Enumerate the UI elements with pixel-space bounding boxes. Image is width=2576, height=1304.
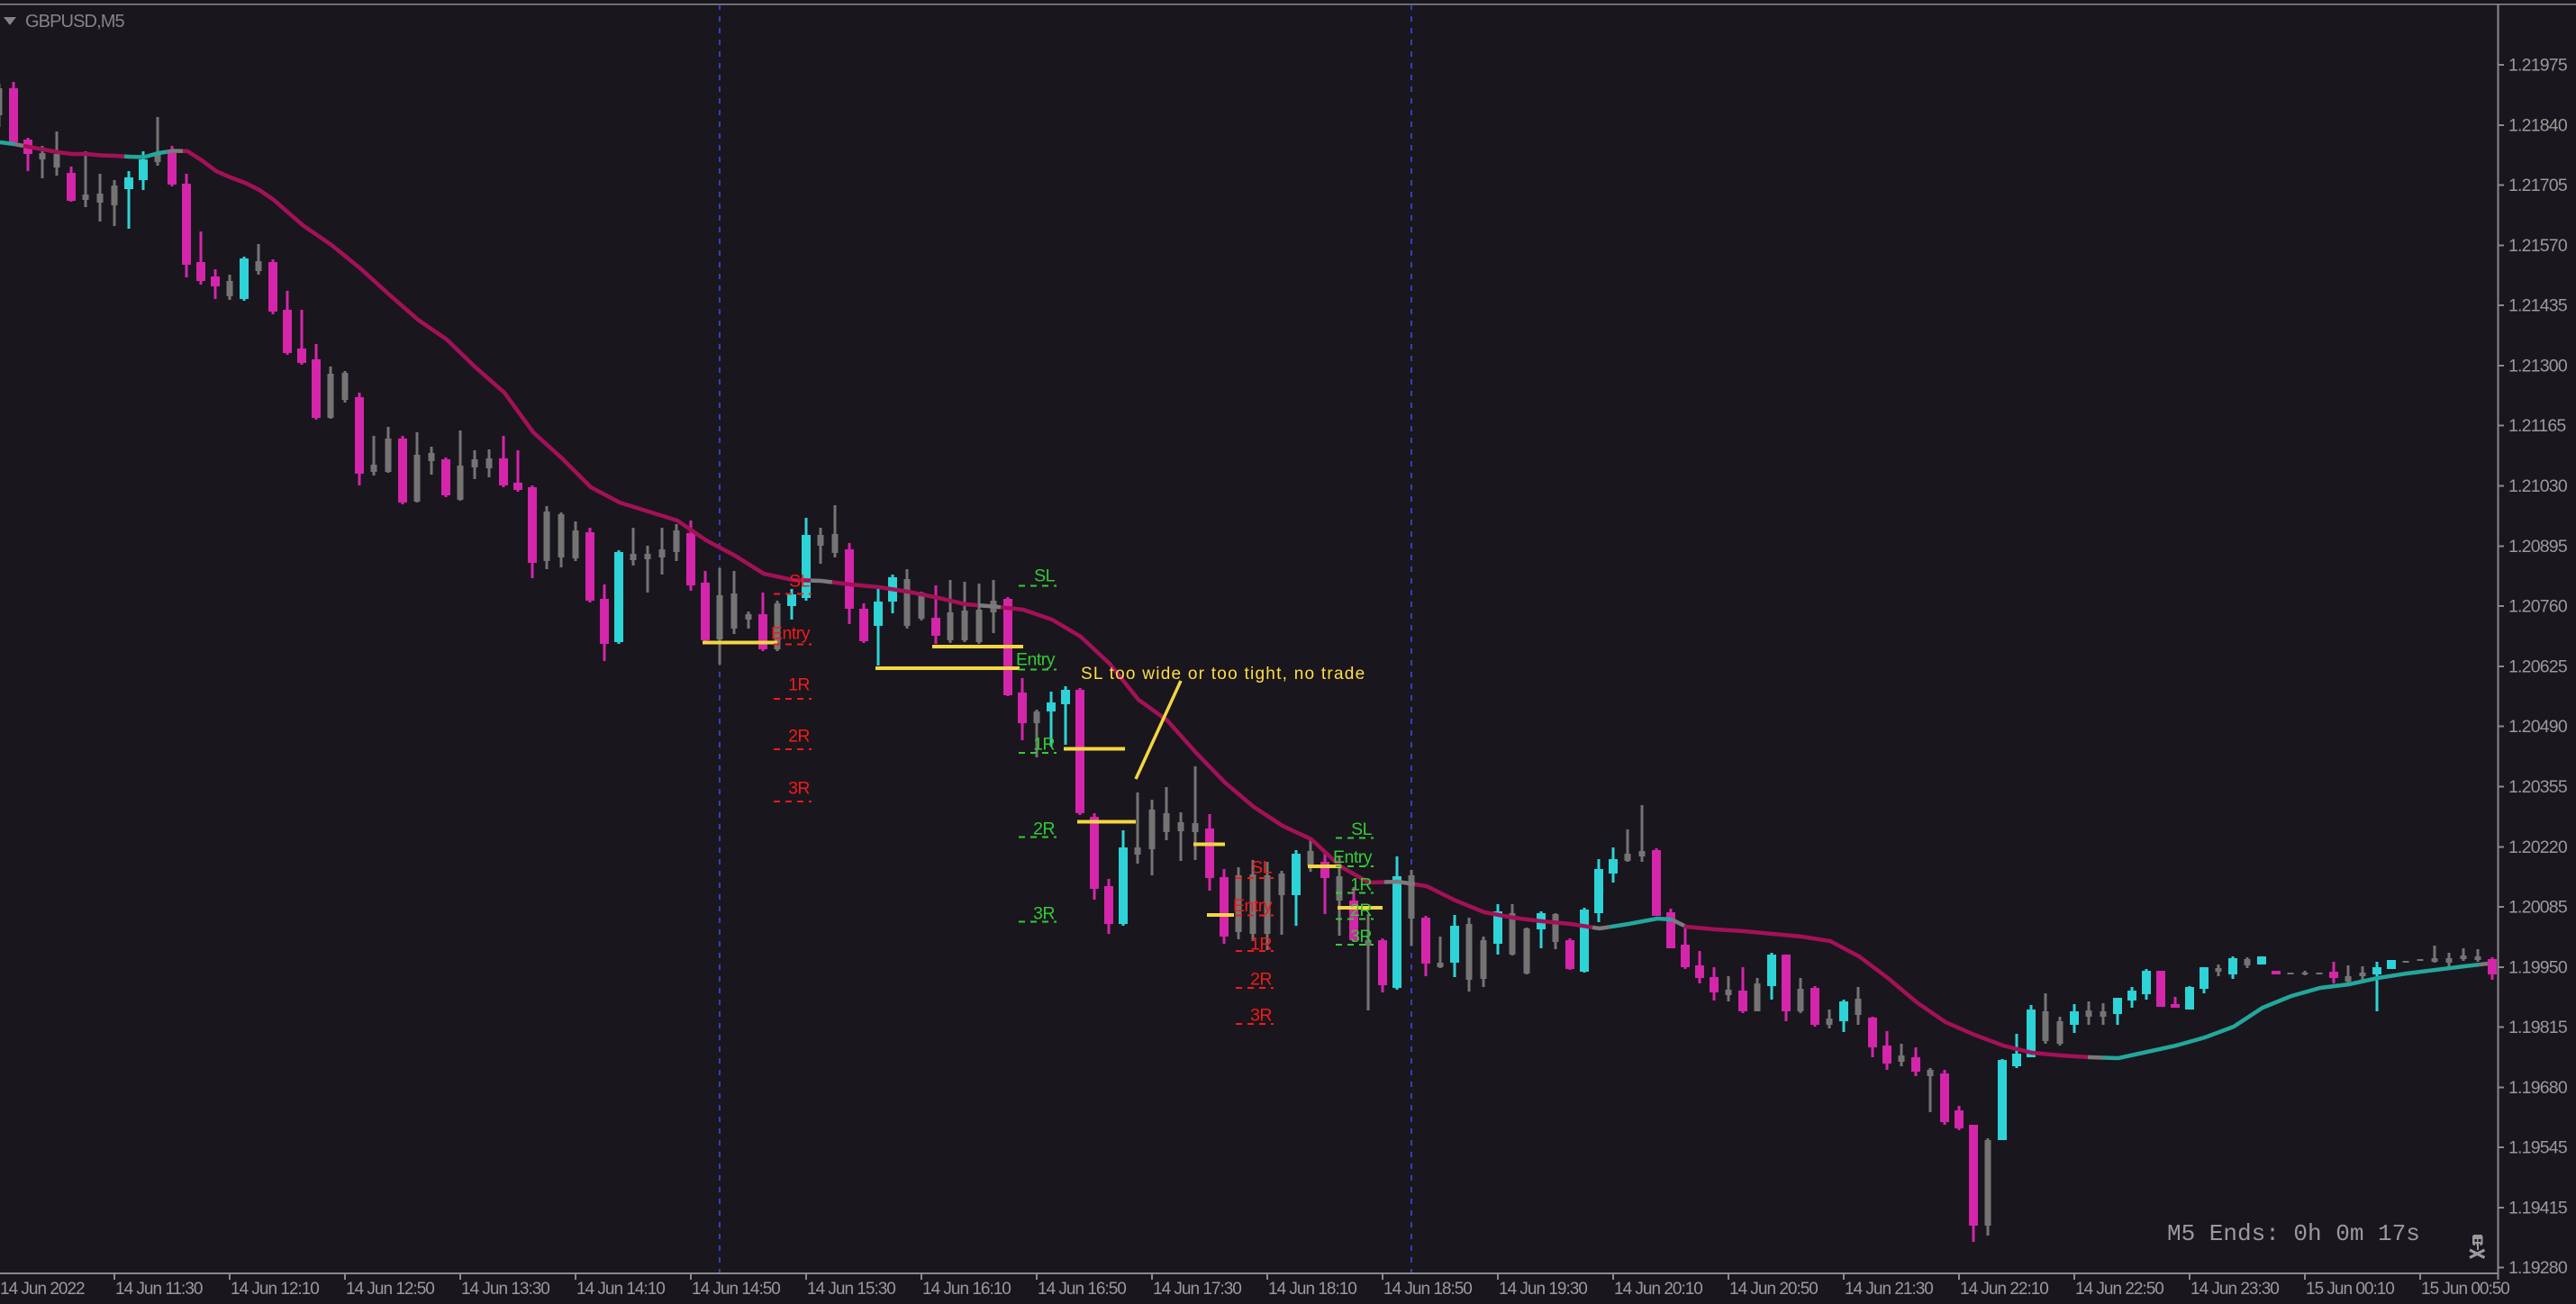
svg-text:2R: 2R xyxy=(788,727,810,747)
svg-text:1.21705: 1.21705 xyxy=(2508,176,2568,195)
svg-text:1.21030: 1.21030 xyxy=(2508,476,2568,496)
svg-text:14 Jun 22:10: 14 Jun 22:10 xyxy=(1960,1280,2048,1299)
svg-text:14 Jun 20:10: 14 Jun 20:10 xyxy=(1614,1280,1702,1299)
svg-text:1.20220: 1.20220 xyxy=(2508,838,2568,857)
svg-text:1.20895: 1.20895 xyxy=(2508,537,2568,557)
svg-text:2R: 2R xyxy=(1033,820,1055,839)
svg-text:1.19680: 1.19680 xyxy=(2508,1078,2568,1098)
svg-text:1.20760: 1.20760 xyxy=(2508,597,2568,617)
svg-text:SL too wide or too tight, no t: SL too wide or too tight, no trade xyxy=(1081,665,1365,684)
svg-text:1.19415: 1.19415 xyxy=(2508,1199,2568,1218)
svg-text:1.20355: 1.20355 xyxy=(2508,777,2568,797)
svg-text:15 Jun 00:10: 15 Jun 00:10 xyxy=(2306,1280,2394,1299)
svg-text:14 Jun 11:30: 14 Jun 11:30 xyxy=(115,1280,203,1299)
svg-text:14 Jun 18:50: 14 Jun 18:50 xyxy=(1383,1280,1472,1299)
svg-text:14 Jun 12:10: 14 Jun 12:10 xyxy=(231,1280,319,1299)
svg-text:Entry: Entry xyxy=(1233,896,1273,916)
svg-text:1R: 1R xyxy=(788,675,810,695)
svg-text:1.19280: 1.19280 xyxy=(2508,1258,2568,1278)
svg-text:2R: 2R xyxy=(1250,970,1272,990)
svg-text:14 Jun 16:10: 14 Jun 16:10 xyxy=(922,1280,1011,1299)
svg-text:1R: 1R xyxy=(1033,735,1055,755)
svg-text:14 Jun 17:30: 14 Jun 17:30 xyxy=(1153,1280,1241,1299)
svg-text:Entry: Entry xyxy=(1016,650,1056,670)
svg-text:14 Jun 12:50: 14 Jun 12:50 xyxy=(346,1280,434,1299)
svg-text:1R: 1R xyxy=(1350,875,1372,895)
svg-text:Entry: Entry xyxy=(771,624,811,644)
svg-text:1.20625: 1.20625 xyxy=(2508,657,2568,677)
svg-text:GBPUSD,M5: GBPUSD,M5 xyxy=(25,12,124,32)
svg-text:1.21165: 1.21165 xyxy=(2508,416,2566,436)
svg-text:14 Jun 22:50: 14 Jun 22:50 xyxy=(2075,1280,2163,1299)
svg-text:14 Jun 19:30: 14 Jun 19:30 xyxy=(1499,1280,1587,1299)
svg-text:SL: SL xyxy=(789,572,811,592)
svg-text:3R: 3R xyxy=(1350,927,1372,946)
svg-text:1.19815: 1.19815 xyxy=(2508,1018,2568,1037)
svg-text:1.21975: 1.21975 xyxy=(2508,56,2568,76)
svg-text:14 Jun 21:30: 14 Jun 21:30 xyxy=(1845,1280,1933,1299)
svg-text:14 Jun 14:10: 14 Jun 14:10 xyxy=(576,1280,665,1299)
svg-text:1.20490: 1.20490 xyxy=(2508,717,2568,737)
svg-text:14 Jun 14:50: 14 Jun 14:50 xyxy=(692,1280,780,1299)
svg-text:14 Jun 2022: 14 Jun 2022 xyxy=(0,1280,85,1299)
svg-text:14 Jun 16:50: 14 Jun 16:50 xyxy=(1038,1280,1126,1299)
svg-text:1.20085: 1.20085 xyxy=(2508,898,2568,918)
svg-text:14 Jun 23:30: 14 Jun 23:30 xyxy=(2191,1280,2279,1299)
svg-text:3R: 3R xyxy=(1033,904,1055,924)
svg-text:SL: SL xyxy=(1351,820,1373,839)
svg-text:15 Jun 00:50: 15 Jun 00:50 xyxy=(2421,1280,2509,1299)
svg-text:M5 Ends: 0h 0m 17s: M5 Ends: 0h 0m 17s xyxy=(2167,1220,2420,1247)
svg-text:Entry: Entry xyxy=(1333,847,1373,867)
svg-text:1.19545: 1.19545 xyxy=(2508,1138,2568,1158)
svg-text:1.19950: 1.19950 xyxy=(2508,958,2568,978)
svg-text:1R: 1R xyxy=(1250,935,1272,955)
svg-text:3R: 3R xyxy=(788,779,810,799)
svg-text:1.21840: 1.21840 xyxy=(2508,116,2568,136)
svg-text:14 Jun 20:50: 14 Jun 20:50 xyxy=(1729,1280,1818,1299)
svg-text:SL: SL xyxy=(1251,858,1273,878)
svg-text:1.21300: 1.21300 xyxy=(2508,357,2568,376)
svg-text:1.21435: 1.21435 xyxy=(2508,296,2568,316)
svg-text:14 Jun 13:30: 14 Jun 13:30 xyxy=(461,1280,549,1299)
svg-text:14 Jun 15:30: 14 Jun 15:30 xyxy=(807,1280,895,1299)
svg-text:14 Jun 18:10: 14 Jun 18:10 xyxy=(1268,1280,1356,1299)
svg-text:2R: 2R xyxy=(1350,901,1372,920)
svg-text:SL: SL xyxy=(1034,566,1056,586)
svg-text:3R: 3R xyxy=(1250,1006,1272,1026)
svg-text:1.21570: 1.21570 xyxy=(2508,236,2568,256)
